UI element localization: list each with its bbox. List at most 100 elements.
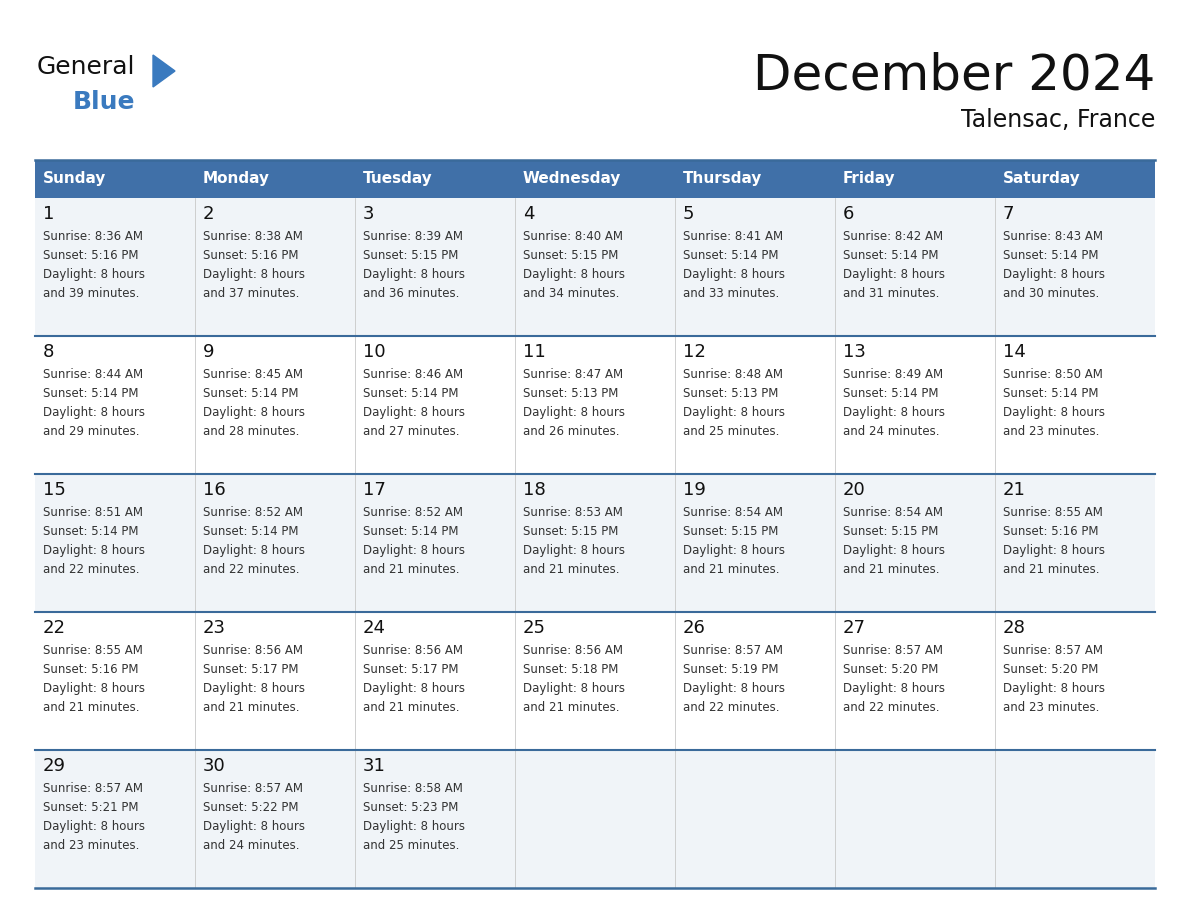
- Text: and 21 minutes.: and 21 minutes.: [523, 563, 619, 576]
- Text: Blue: Blue: [72, 90, 135, 114]
- Text: Sunrise: 8:52 AM: Sunrise: 8:52 AM: [364, 506, 463, 519]
- Text: Sunrise: 8:50 AM: Sunrise: 8:50 AM: [1003, 368, 1102, 381]
- Text: Sunrise: 8:53 AM: Sunrise: 8:53 AM: [523, 506, 623, 519]
- Text: Sunset: 5:13 PM: Sunset: 5:13 PM: [683, 387, 778, 400]
- Text: Daylight: 8 hours: Daylight: 8 hours: [683, 406, 785, 419]
- Text: 9: 9: [203, 343, 215, 361]
- Bar: [34, 612, 1155, 750]
- Text: and 29 minutes.: and 29 minutes.: [43, 425, 139, 438]
- Polygon shape: [153, 55, 175, 87]
- Text: Saturday: Saturday: [1003, 172, 1081, 186]
- Text: and 34 minutes.: and 34 minutes.: [523, 287, 619, 300]
- Text: Sunrise: 8:55 AM: Sunrise: 8:55 AM: [1003, 506, 1102, 519]
- Text: 21: 21: [1003, 481, 1026, 499]
- Text: and 21 minutes.: and 21 minutes.: [683, 563, 779, 576]
- Text: and 23 minutes.: and 23 minutes.: [43, 839, 139, 852]
- Text: Sunset: 5:15 PM: Sunset: 5:15 PM: [523, 525, 619, 538]
- Text: Daylight: 8 hours: Daylight: 8 hours: [203, 406, 305, 419]
- Text: Thursday: Thursday: [683, 172, 763, 186]
- Text: Daylight: 8 hours: Daylight: 8 hours: [43, 268, 145, 281]
- Text: Daylight: 8 hours: Daylight: 8 hours: [523, 544, 625, 557]
- Text: Sunset: 5:14 PM: Sunset: 5:14 PM: [43, 525, 139, 538]
- Text: and 22 minutes.: and 22 minutes.: [43, 563, 139, 576]
- Text: Daylight: 8 hours: Daylight: 8 hours: [364, 820, 465, 833]
- Text: Sunset: 5:16 PM: Sunset: 5:16 PM: [1003, 525, 1099, 538]
- Text: Daylight: 8 hours: Daylight: 8 hours: [683, 682, 785, 695]
- Text: Daylight: 8 hours: Daylight: 8 hours: [1003, 406, 1105, 419]
- Text: and 28 minutes.: and 28 minutes.: [203, 425, 299, 438]
- Text: 8: 8: [43, 343, 55, 361]
- Text: 27: 27: [843, 619, 866, 637]
- Text: and 22 minutes.: and 22 minutes.: [843, 701, 940, 714]
- Text: December 2024: December 2024: [753, 52, 1155, 100]
- Text: Sunrise: 8:41 AM: Sunrise: 8:41 AM: [683, 230, 783, 243]
- Text: Sunrise: 8:43 AM: Sunrise: 8:43 AM: [1003, 230, 1102, 243]
- Text: 30: 30: [203, 757, 226, 775]
- Text: Wednesday: Wednesday: [523, 172, 621, 186]
- Text: Daylight: 8 hours: Daylight: 8 hours: [1003, 682, 1105, 695]
- Text: Daylight: 8 hours: Daylight: 8 hours: [843, 406, 944, 419]
- Text: Daylight: 8 hours: Daylight: 8 hours: [203, 682, 305, 695]
- Bar: [195, 160, 355, 198]
- Text: and 21 minutes.: and 21 minutes.: [43, 701, 139, 714]
- Text: 5: 5: [683, 205, 695, 223]
- Text: 11: 11: [523, 343, 545, 361]
- Bar: [34, 750, 1155, 888]
- Text: Daylight: 8 hours: Daylight: 8 hours: [364, 544, 465, 557]
- Text: Sunset: 5:15 PM: Sunset: 5:15 PM: [843, 525, 939, 538]
- Text: Daylight: 8 hours: Daylight: 8 hours: [843, 268, 944, 281]
- Text: Tuesday: Tuesday: [364, 172, 432, 186]
- Bar: [34, 160, 195, 198]
- Text: Daylight: 8 hours: Daylight: 8 hours: [843, 682, 944, 695]
- Text: Sunset: 5:16 PM: Sunset: 5:16 PM: [43, 249, 139, 262]
- Text: Daylight: 8 hours: Daylight: 8 hours: [364, 268, 465, 281]
- Text: Daylight: 8 hours: Daylight: 8 hours: [1003, 268, 1105, 281]
- Text: and 25 minutes.: and 25 minutes.: [364, 839, 460, 852]
- Text: Daylight: 8 hours: Daylight: 8 hours: [43, 406, 145, 419]
- Text: 4: 4: [523, 205, 535, 223]
- Text: 16: 16: [203, 481, 226, 499]
- Text: Sunrise: 8:57 AM: Sunrise: 8:57 AM: [1003, 644, 1102, 657]
- Text: Daylight: 8 hours: Daylight: 8 hours: [43, 544, 145, 557]
- Text: Daylight: 8 hours: Daylight: 8 hours: [523, 682, 625, 695]
- Text: Daylight: 8 hours: Daylight: 8 hours: [43, 682, 145, 695]
- Text: 19: 19: [683, 481, 706, 499]
- Text: Sunset: 5:15 PM: Sunset: 5:15 PM: [683, 525, 778, 538]
- Text: and 39 minutes.: and 39 minutes.: [43, 287, 139, 300]
- Text: Sunrise: 8:58 AM: Sunrise: 8:58 AM: [364, 782, 463, 795]
- Text: 10: 10: [364, 343, 386, 361]
- Text: 28: 28: [1003, 619, 1026, 637]
- Text: Daylight: 8 hours: Daylight: 8 hours: [683, 544, 785, 557]
- Text: Sunset: 5:14 PM: Sunset: 5:14 PM: [364, 387, 459, 400]
- Text: and 24 minutes.: and 24 minutes.: [843, 425, 940, 438]
- Text: Sunday: Sunday: [43, 172, 107, 186]
- Text: Daylight: 8 hours: Daylight: 8 hours: [203, 544, 305, 557]
- Text: Sunset: 5:14 PM: Sunset: 5:14 PM: [843, 387, 939, 400]
- Text: Daylight: 8 hours: Daylight: 8 hours: [364, 406, 465, 419]
- Text: Sunrise: 8:56 AM: Sunrise: 8:56 AM: [203, 644, 303, 657]
- Text: Sunrise: 8:47 AM: Sunrise: 8:47 AM: [523, 368, 624, 381]
- Bar: [34, 474, 1155, 612]
- Text: 31: 31: [364, 757, 386, 775]
- Text: 20: 20: [843, 481, 866, 499]
- Text: 2: 2: [203, 205, 215, 223]
- Text: Sunset: 5:15 PM: Sunset: 5:15 PM: [364, 249, 459, 262]
- Text: Sunrise: 8:57 AM: Sunrise: 8:57 AM: [843, 644, 943, 657]
- Text: and 24 minutes.: and 24 minutes.: [203, 839, 299, 852]
- Text: Sunrise: 8:44 AM: Sunrise: 8:44 AM: [43, 368, 143, 381]
- Text: Sunset: 5:13 PM: Sunset: 5:13 PM: [523, 387, 619, 400]
- Text: 18: 18: [523, 481, 545, 499]
- Text: 3: 3: [364, 205, 374, 223]
- Text: Sunrise: 8:45 AM: Sunrise: 8:45 AM: [203, 368, 303, 381]
- Text: Sunset: 5:18 PM: Sunset: 5:18 PM: [523, 663, 619, 676]
- Text: Daylight: 8 hours: Daylight: 8 hours: [523, 268, 625, 281]
- Text: General: General: [37, 55, 135, 79]
- Text: Sunset: 5:14 PM: Sunset: 5:14 PM: [203, 525, 298, 538]
- Text: and 30 minutes.: and 30 minutes.: [1003, 287, 1099, 300]
- Text: and 21 minutes.: and 21 minutes.: [1003, 563, 1100, 576]
- Text: 26: 26: [683, 619, 706, 637]
- Text: and 25 minutes.: and 25 minutes.: [683, 425, 779, 438]
- Text: and 21 minutes.: and 21 minutes.: [364, 563, 460, 576]
- Text: Sunrise: 8:55 AM: Sunrise: 8:55 AM: [43, 644, 143, 657]
- Text: Daylight: 8 hours: Daylight: 8 hours: [43, 820, 145, 833]
